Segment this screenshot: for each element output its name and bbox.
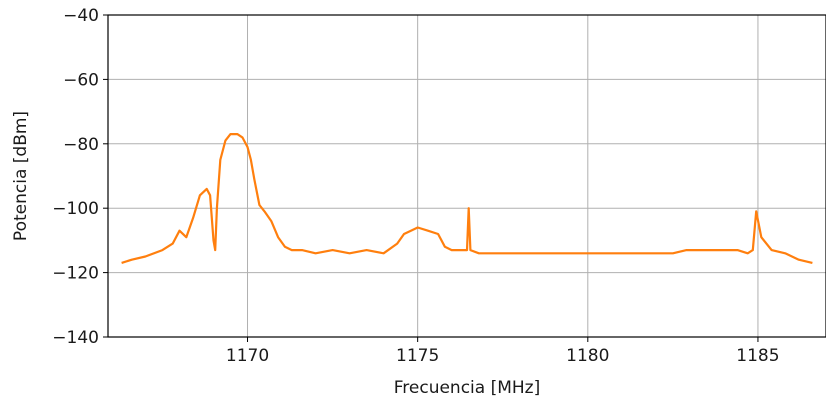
x-tick-label: 1185 bbox=[736, 346, 779, 366]
plot-frame bbox=[107, 14, 826, 338]
spectrum-line bbox=[121, 133, 813, 264]
x-axis-label: Frecuencia [MHz] bbox=[394, 378, 541, 397]
y-tick-label: −140 bbox=[52, 328, 99, 348]
y-tick-label: −80 bbox=[63, 135, 99, 155]
series-group bbox=[121, 133, 813, 264]
y-axis-label: Potencia [dBm] bbox=[11, 111, 31, 241]
x-tick-label: 1180 bbox=[566, 346, 609, 366]
axis-ticks: 1170 1175 1180 1185 −140 −120 −100 −80 −60 −40 bbox=[52, 6, 779, 366]
y-tick-label: −100 bbox=[52, 199, 99, 219]
y-tick-label: −60 bbox=[63, 70, 99, 90]
x-tick-label: 1175 bbox=[396, 346, 439, 366]
y-tick-label: −40 bbox=[63, 6, 99, 26]
x-tick-label: 1170 bbox=[226, 346, 269, 366]
y-tick-label: −120 bbox=[52, 264, 99, 284]
